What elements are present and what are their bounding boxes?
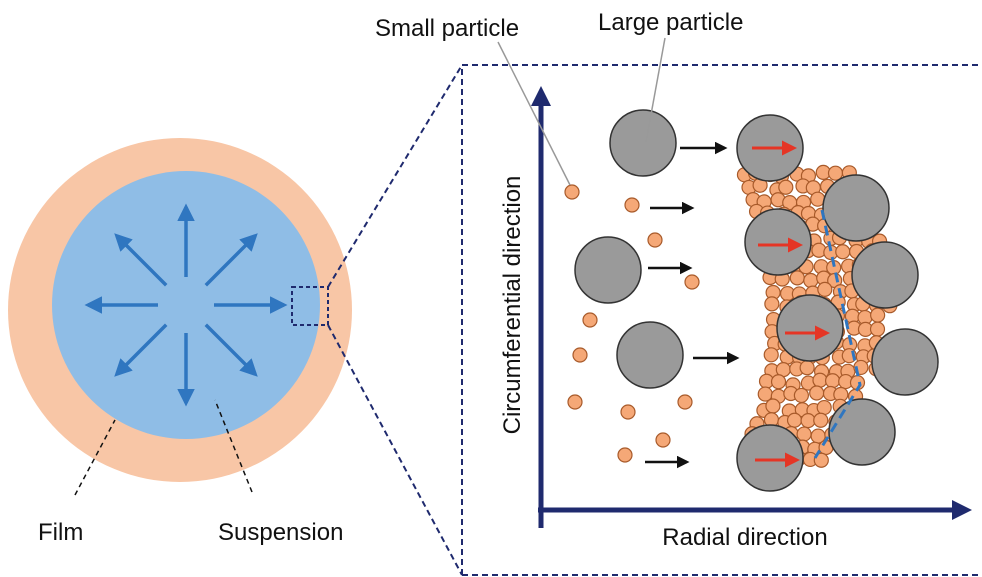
flow-arrow <box>114 323 168 377</box>
leaders <box>74 399 253 496</box>
large-particles <box>574 109 939 492</box>
small-particle <box>567 394 583 410</box>
large-particle-label: Large particle <box>598 9 743 36</box>
large-particle <box>736 424 804 492</box>
large-particle <box>822 174 890 242</box>
small-particle <box>800 413 816 429</box>
label-leaders <box>497 37 666 186</box>
small-particle <box>824 373 841 389</box>
small-particle <box>765 398 781 414</box>
small-particle <box>812 372 828 388</box>
small-particle <box>835 244 851 260</box>
small-particle <box>799 360 815 376</box>
large-particle <box>609 109 677 177</box>
small-particle <box>684 274 700 290</box>
small-particle <box>770 374 787 390</box>
film-label: Film <box>38 519 83 546</box>
small-particle <box>869 321 886 337</box>
zoom-lines <box>327 64 982 576</box>
axes <box>531 86 972 528</box>
small-particle <box>564 184 580 200</box>
small-particle <box>763 347 779 363</box>
suspension-label: Suspension <box>218 519 343 546</box>
small-particle <box>817 281 833 297</box>
small-particle <box>647 232 663 248</box>
large-particle <box>828 398 896 466</box>
large-particle <box>616 321 684 389</box>
large-particle <box>574 236 642 304</box>
small-particle <box>793 387 809 404</box>
small-particle <box>617 447 633 463</box>
small-particle <box>572 347 588 363</box>
small-particle-label: Small particle <box>375 15 519 42</box>
large-particle <box>851 241 919 309</box>
small-particle <box>816 399 832 416</box>
small-particle <box>677 394 693 410</box>
small-particle <box>655 432 671 448</box>
y-axis-label: Circumferential direction <box>499 176 526 435</box>
cylinder <box>8 138 352 482</box>
flow-arrow <box>204 233 258 287</box>
small-particle <box>813 412 829 428</box>
motion-arrows <box>645 141 740 469</box>
small-particle <box>803 272 819 289</box>
large-particle <box>776 294 844 362</box>
packing-front <box>813 209 862 459</box>
x-axis-label: Radial direction <box>662 524 827 551</box>
small-particle <box>624 197 640 213</box>
zoom-box <box>291 286 329 326</box>
small-particle <box>870 307 886 323</box>
small-particle <box>786 412 803 428</box>
large-particle <box>871 328 939 396</box>
small-particle <box>582 312 598 328</box>
small-particle <box>796 426 812 442</box>
small-particle <box>789 270 805 286</box>
small-particle <box>827 165 844 181</box>
flow-arrows <box>84 203 288 407</box>
small-particle <box>778 179 794 195</box>
large-particle <box>744 208 812 276</box>
small-particle <box>813 452 829 468</box>
small-particle <box>620 404 636 420</box>
flow-arrow <box>204 323 258 377</box>
red-arrows <box>752 140 830 468</box>
flow-arrow <box>114 233 168 287</box>
small-particle <box>809 385 825 401</box>
small-particle <box>764 296 780 312</box>
